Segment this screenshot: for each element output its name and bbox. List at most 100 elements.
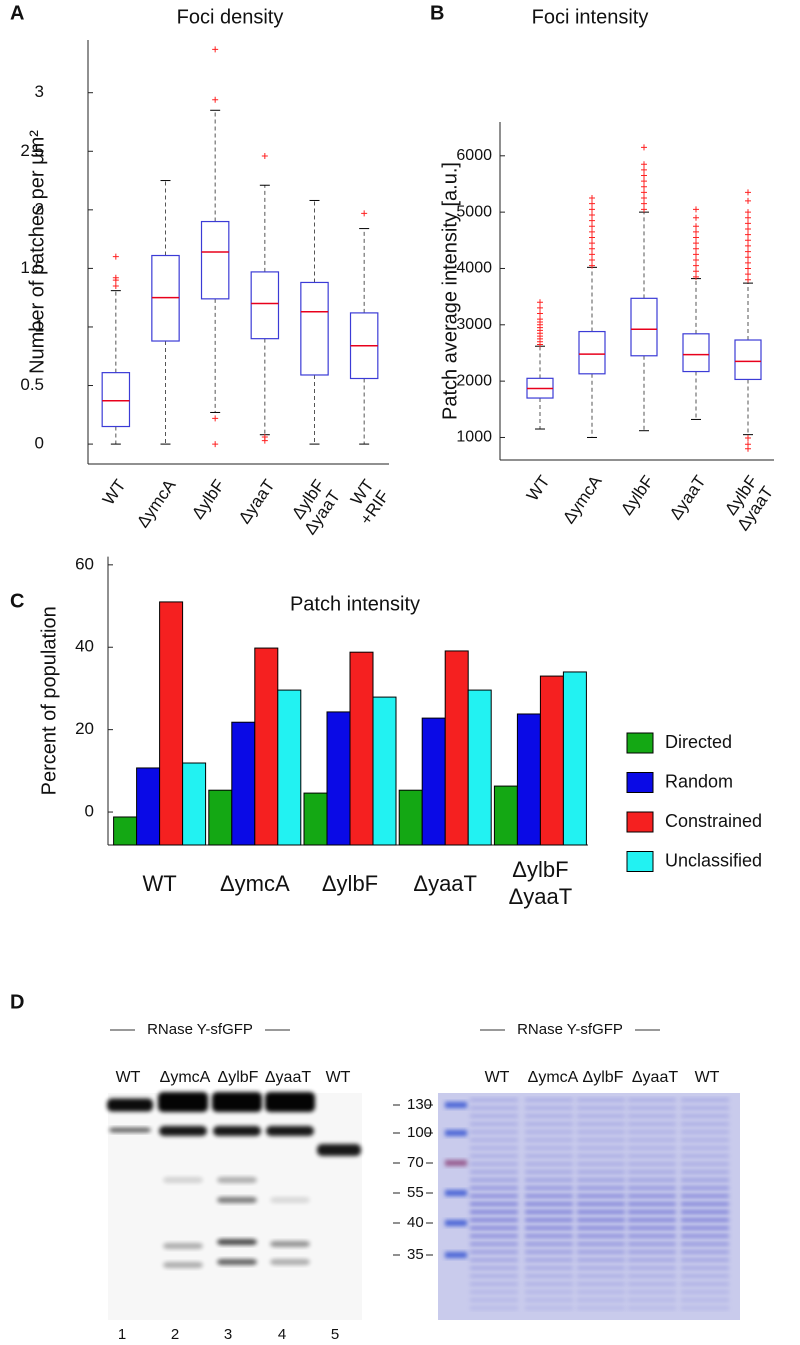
gel-band (681, 1250, 729, 1254)
outlier (212, 441, 219, 448)
outlier (212, 46, 219, 53)
outlier (745, 248, 751, 255)
gel-band (577, 1138, 625, 1142)
gel-band (628, 1218, 676, 1222)
legend-label: Constrained (665, 811, 762, 831)
gel-band (470, 1122, 518, 1126)
gel-band (525, 1106, 573, 1110)
gel-band (470, 1274, 518, 1278)
gel-band (628, 1274, 676, 1278)
outlier (745, 189, 751, 196)
gel-band (266, 1126, 314, 1136)
gel-band (525, 1290, 573, 1294)
gel-band (577, 1122, 625, 1126)
marker-label: 35 (407, 1246, 424, 1263)
box (630, 297, 658, 357)
chart-title: Foci density (177, 6, 284, 28)
gel-band (577, 1162, 625, 1166)
gel-band (577, 1282, 625, 1286)
lane-label: WT (485, 1069, 510, 1086)
gel-band (577, 1250, 625, 1254)
gel-band (577, 1242, 625, 1246)
y-tick-label: 0.5 (20, 375, 44, 394)
outlier (745, 197, 751, 204)
outlier (745, 226, 751, 233)
panel-label: D (10, 991, 24, 1013)
gel-band (681, 1218, 729, 1222)
lane-number: 4 (278, 1326, 286, 1343)
bar (326, 711, 351, 846)
bar (136, 767, 161, 846)
y-tick-label: 1.5 (20, 258, 44, 277)
bar (516, 713, 541, 846)
gel-band (470, 1186, 518, 1190)
ladder-band (445, 1102, 467, 1108)
gel-band (577, 1186, 625, 1190)
outlier (693, 214, 699, 221)
panel-label: A (10, 2, 24, 24)
gel-band (525, 1162, 573, 1166)
gel-band (470, 1114, 518, 1118)
outlier (589, 234, 595, 241)
gel-band (681, 1098, 729, 1102)
lane-label: ΔymcA (528, 1069, 579, 1086)
outlier (745, 231, 751, 238)
legend-label: Directed (665, 732, 732, 752)
legend-label: Random (665, 771, 733, 791)
box (200, 220, 230, 300)
gel-band (525, 1130, 573, 1134)
gel-band (628, 1226, 676, 1230)
outlier (745, 214, 751, 221)
gel-band (681, 1170, 729, 1174)
outlier (589, 211, 595, 218)
gel-band (163, 1262, 203, 1268)
gel-band (270, 1197, 310, 1203)
gel-band (470, 1258, 518, 1262)
gel-band (525, 1226, 573, 1230)
gel-band (681, 1130, 729, 1134)
outlier (589, 223, 595, 230)
gel-band (525, 1210, 573, 1214)
gel-band (158, 1092, 208, 1112)
gel-band (270, 1241, 310, 1247)
outlier (745, 237, 751, 244)
gel-band (628, 1178, 676, 1182)
gel-band (628, 1138, 676, 1142)
gel-band (470, 1306, 518, 1310)
gel-header: RNase Y-sfGFP (517, 1021, 623, 1038)
lane-number: 2 (171, 1326, 179, 1343)
gel-bands (107, 1092, 729, 1310)
gel-band (525, 1170, 573, 1174)
outlier (641, 195, 647, 202)
gel-band (628, 1130, 676, 1134)
gel-band (681, 1114, 729, 1118)
gel-band (681, 1274, 729, 1278)
x-tick-label: ΔyaaT (413, 870, 477, 896)
legend-swatch (626, 811, 654, 833)
gel-band (577, 1234, 625, 1238)
gel-band (577, 1114, 625, 1118)
gel-band (577, 1258, 625, 1262)
marker-label: 70 (407, 1154, 424, 1171)
bar (539, 675, 564, 846)
outlier (745, 435, 751, 442)
marker-label: 55 (407, 1184, 424, 1201)
gel-band (525, 1274, 573, 1278)
gel-band (525, 1266, 573, 1270)
gel-band (628, 1146, 676, 1150)
gel-band (213, 1126, 261, 1136)
gel-band (681, 1226, 729, 1230)
marker-label: 100 (407, 1124, 432, 1141)
y-tick-label: 0 (35, 434, 44, 453)
gel-band (681, 1138, 729, 1142)
gel-band (470, 1226, 518, 1230)
gel-band (681, 1194, 729, 1198)
y-tick-label: 4000 (456, 260, 492, 277)
outlier (693, 273, 699, 280)
gel-band (577, 1098, 625, 1102)
lane-label: ΔyaaT (265, 1069, 311, 1086)
outlier (212, 415, 219, 422)
outlier (112, 253, 119, 260)
outlier (641, 144, 647, 151)
gel-band (470, 1146, 518, 1150)
